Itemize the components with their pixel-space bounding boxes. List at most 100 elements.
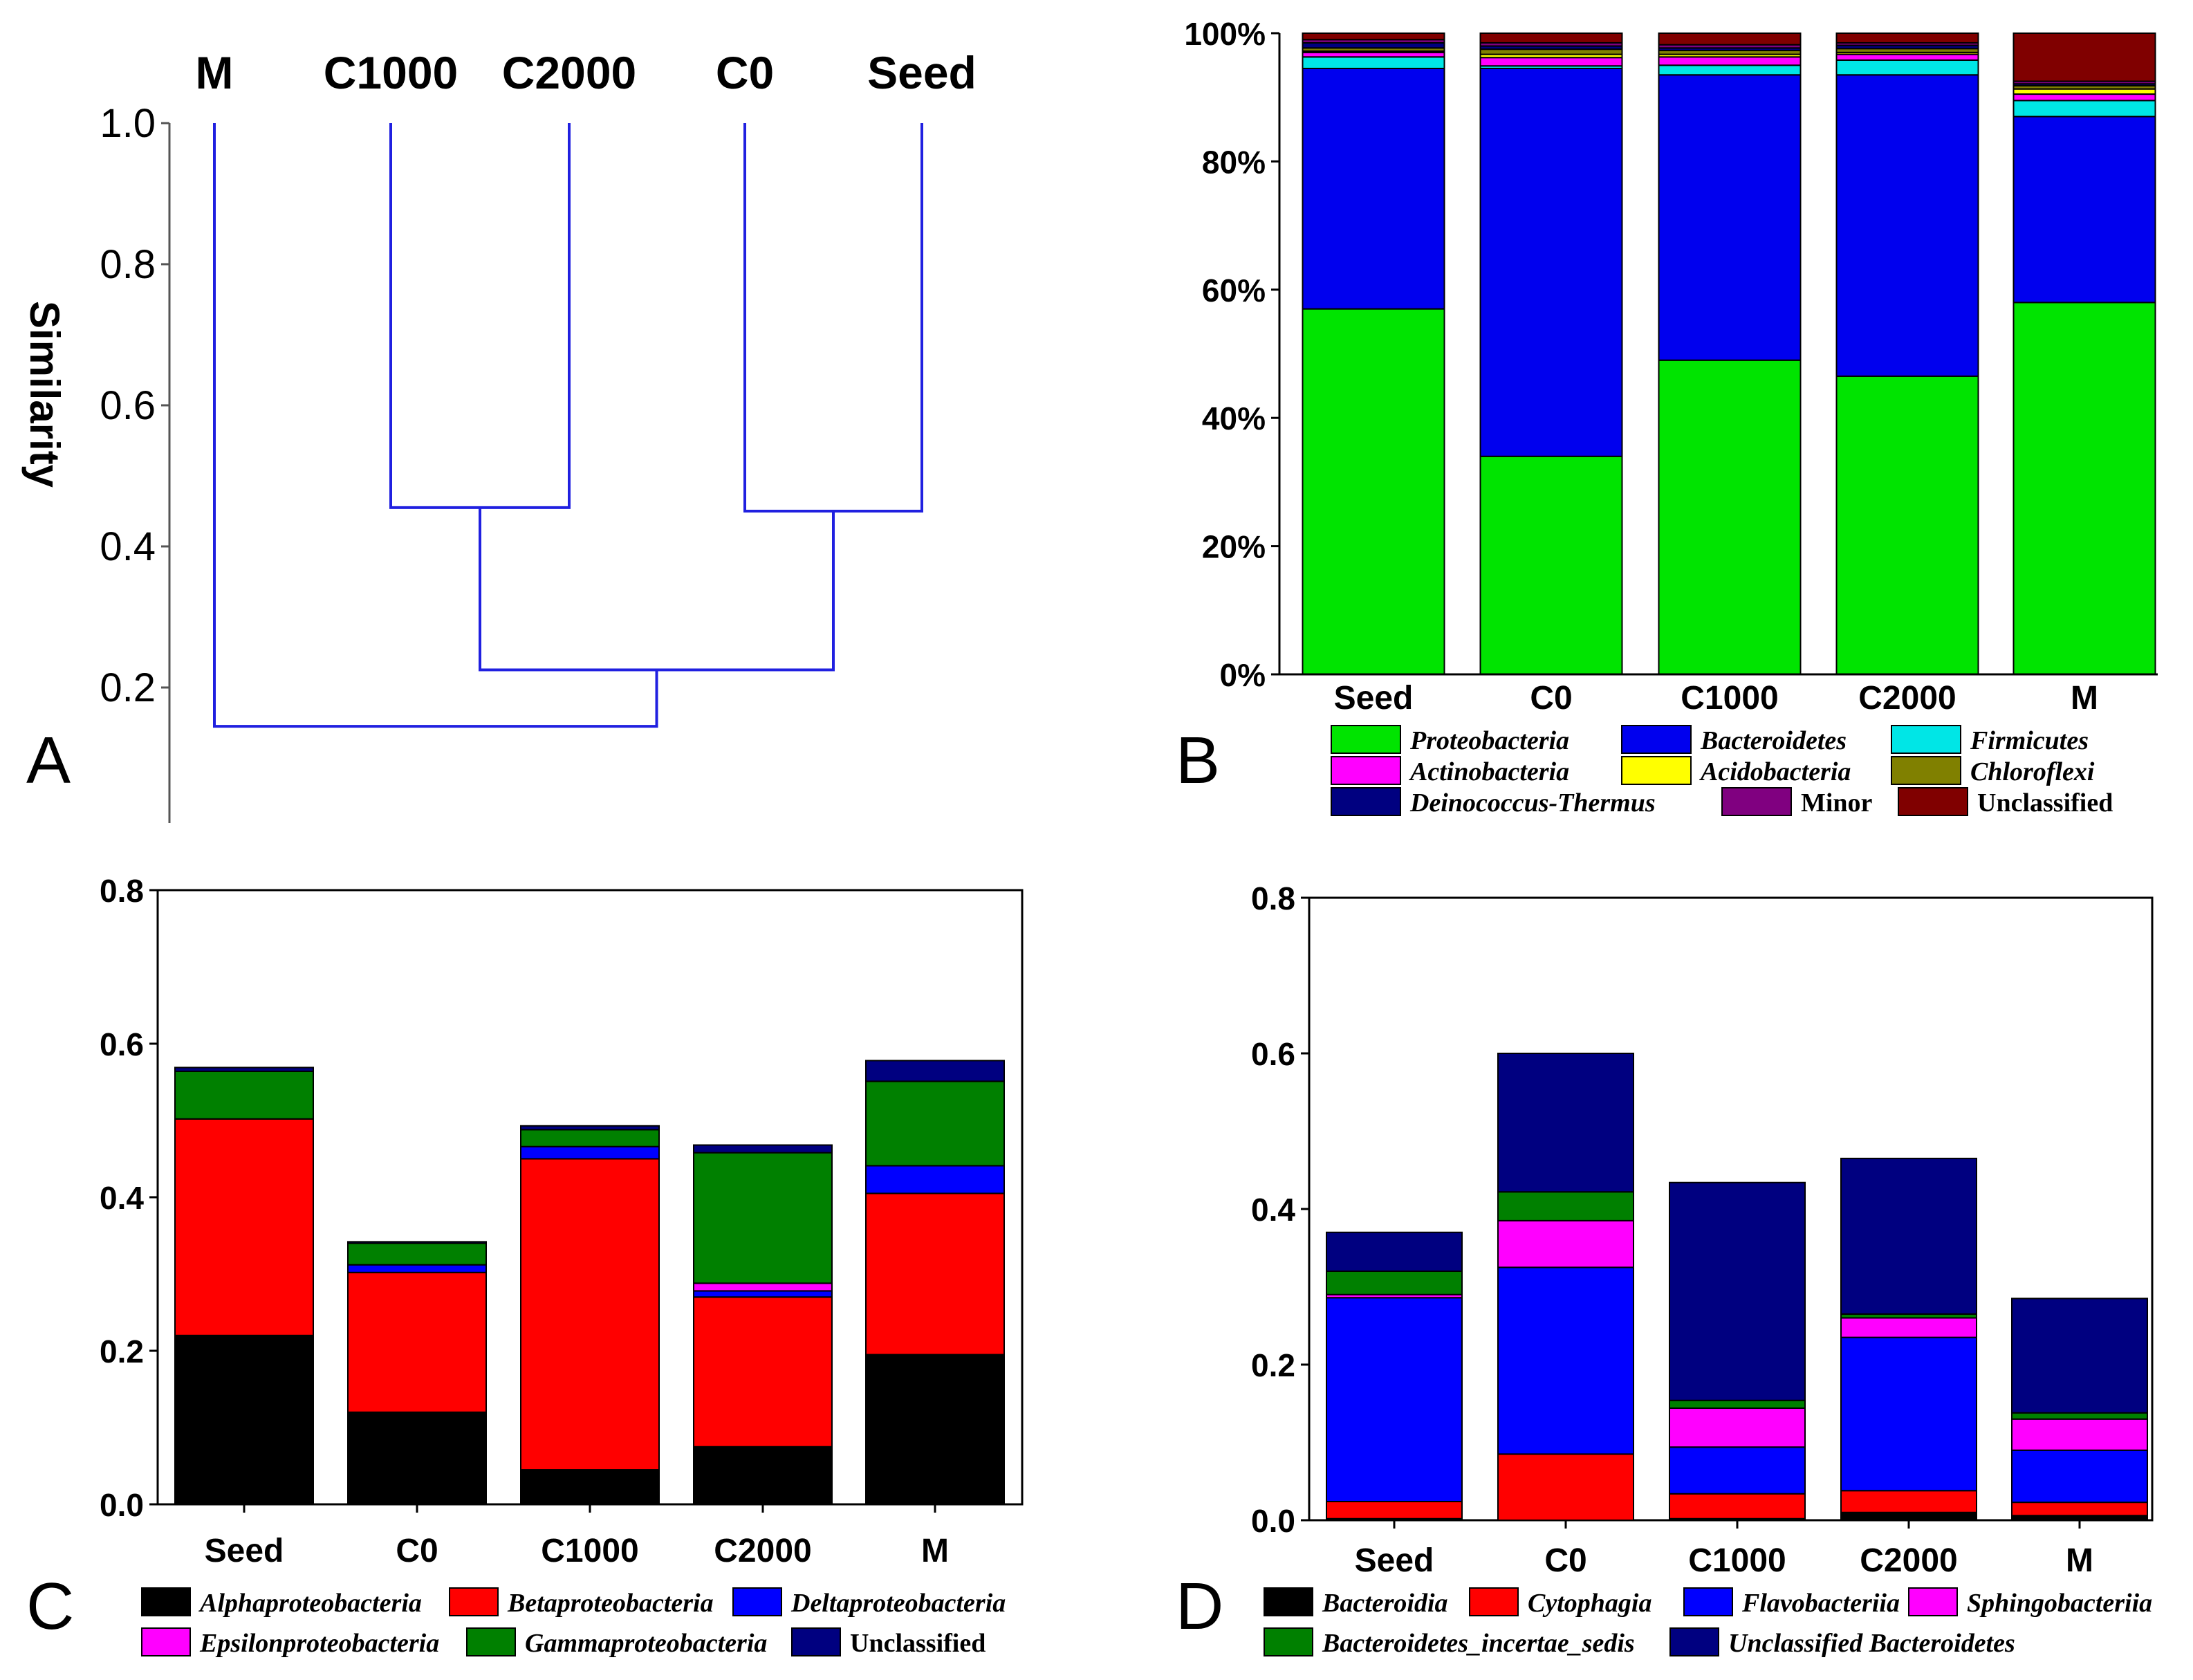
leaf-label-c0: C0 [716,47,774,98]
legend-label-sphingobacteriia: Sphingobacteriia [1967,1589,2152,1618]
y-tick-label: 100% [1184,16,1266,52]
legend-label-firmicutes: Firmicutes [1970,726,2089,755]
legend-swatch-firmicutes [1891,725,1961,754]
x-tick-label-c1000: C1000 [1681,680,1778,717]
bar-c1000-flavobacteriia [1669,1446,1806,1495]
bar-c0-sphingobacteriia [1497,1219,1634,1268]
bar-c0-flavobacteriia [1497,1266,1634,1455]
y-tick-label: 0.0 [100,1487,144,1523]
x-tick-label-c2000: C2000 [1860,1542,1957,1579]
bar-c0-bacteroidetes [1479,67,1623,457]
panel-b-letter: B [1176,723,1220,797]
bar-c1000-bacteroidetes [1658,74,1802,361]
bar-c1000-actinobacteria [1658,56,1802,66]
bar-m-acidobacteria [2012,88,2156,95]
bar-m-alphaproteobacteria [865,1354,1005,1506]
panel-d-letter: D [1176,1569,1223,1643]
bar-seed-alphaproteobacteria [174,1334,314,1506]
legend-label-proteobacteria: Proteobacteria [1409,726,1569,755]
legend-swatch-proteobacteria [1331,725,1401,754]
bar-c0-deltaproteobacteria [347,1264,487,1273]
bar-m-flavobacteriia [2011,1449,2148,1504]
bar-c2000-betaproteobacteria [693,1296,833,1448]
bar-c1000-unclassified [520,1125,660,1131]
bar-seed-proteobacteria [1302,308,1445,675]
bar-c2000-unclassified [693,1144,833,1154]
panel-c-proteobacteria-bars: C 0.0 0.2 0.4 0.6 0.8 Seed C0 C1000 C2000 M Alphap… [26,873,1024,1658]
legend-swatch-alphaproteobacteria [141,1587,191,1616]
bar-c2000-firmicutes [1835,59,1979,76]
bar-c2000-alphaproteobacteria [693,1446,833,1505]
x-tick-label-c0: C0 [1544,1542,1586,1579]
panel-b-phylum-bars: B 0% 20% 40% 60% 80% 100% Seed C0 C1000 C2000 M Pro… [1176,16,2158,818]
y-tick-label: 60% [1202,273,1266,308]
legend-swatch-betaproteobacteria [449,1587,499,1616]
leaf-label-c1000: C1000 [324,47,459,98]
legend-swatch-unclassified-bacteroidetes [1669,1627,1719,1656]
x-tick-label-c2000: C2000 [1858,680,1956,717]
bar-c1000-sphingobacteriia [1669,1407,1806,1448]
y-tick-label: 0.4 [100,1180,144,1216]
legend-swatch-bacteroidetes [1621,725,1692,754]
bar-m-unclassified [2012,33,2156,82]
bar-c2000-gammaproteobacteria [693,1152,833,1284]
bar-c0-actinobacteria [1479,57,1623,67]
bar-c2000-deltaproteobacteria [693,1290,833,1298]
bar-seed-unclassified [174,1067,314,1072]
bar-c0-unclassified [347,1241,487,1244]
legend-swatch-unclassified [791,1627,841,1656]
y-tick-label: 0.2 [1251,1347,1295,1383]
legend-label-unclassified-bacteroidetes: Unclassified Bacteroidetes [1728,1629,2015,1658]
bar-c1000-alphaproteobacteria [520,1469,660,1506]
bar-c1000-bacteroidetes-incertae-sedis [1669,1399,1806,1409]
leaf-label-m: M [196,47,234,98]
bar-c2000-bacteroidia [1840,1511,1977,1521]
bar-m-unclassified [865,1060,1005,1082]
merge-root-m [213,123,658,728]
y-tick-label: 0.6 [1251,1036,1295,1072]
bar-m-cytophagia [2011,1502,2148,1517]
legend-label-unclassified: Unclassified [850,1629,986,1658]
y-tick-label: 0.4 [1251,1192,1295,1228]
x-tick-label-c1000: C1000 [1688,1542,1786,1579]
bar-c0-unclassified [1479,33,1623,44]
x-tick-label-m: M [2066,1542,2093,1579]
x-tick-label-seed: Seed [205,1533,284,1569]
legend-label-flavobacteriia: Flavobacteriia [1741,1589,1900,1618]
legend-label-chloroflexi: Chloroflexi [1970,757,2095,786]
y-tick-label: 80% [1202,144,1266,180]
legend-label-cytophagia: Cytophagia [1528,1589,1651,1618]
leaf-label-seed: Seed [867,47,977,98]
bar-c2000-cytophagia [1840,1490,1977,1513]
y-tick-label: 1.0 [100,101,156,146]
bar-c0-chloroflexi [1479,48,1623,55]
x-tick-label-c0: C0 [1530,680,1572,717]
leaf-label-c2000: C2000 [502,47,637,98]
bar-c0-proteobacteria [1479,455,1623,675]
bar-m-betaproteobacteria [865,1192,1005,1356]
y-tick-label: 0.2 [100,1333,144,1369]
bar-c0-alphaproteobacteria [347,1411,487,1506]
y-tick-label: 0.8 [100,873,144,909]
bar-c2000-unclassified [1835,33,1979,44]
bar-seed-deinococcus-thermus [1302,41,1445,49]
bar-m-proteobacteria [2012,302,2156,675]
legend-swatch-unclassified [1898,787,1968,816]
x-tick-label-c2000: C2000 [714,1533,811,1569]
legend-label-bacteroidetes: Bacteroidetes [1700,726,1847,755]
panel-d-bacteroidetes-bars: D 0.0 0.2 0.4 0.6 0.8 Seed C0 C1000 C2000 M Bacter… [1176,880,2154,1658]
bar-seed-cytophagia [1326,1501,1463,1520]
bar-c0-betaproteobacteria [347,1271,487,1413]
bar-m-deltaproteobacteria [865,1165,1005,1194]
bar-c1000-unclassified [1658,33,1802,46]
legend-label-acidobacteria: Acidobacteria [1699,757,1851,786]
legend-swatch-sphingobacteriia [1908,1587,1958,1616]
bar-c1000-gammaproteobacteria [520,1129,660,1147]
legend-label-alphaproteobacteria: Alphaproteobacteria [198,1589,422,1618]
bar-m-unclassified-bacteroidetes [2011,1298,2148,1414]
x-tick-label-c1000: C1000 [541,1533,638,1569]
legend-swatch-actinobacteria [1331,756,1401,785]
panel-a-letter: A [26,723,71,797]
bar-c1000-proteobacteria [1658,359,1802,676]
